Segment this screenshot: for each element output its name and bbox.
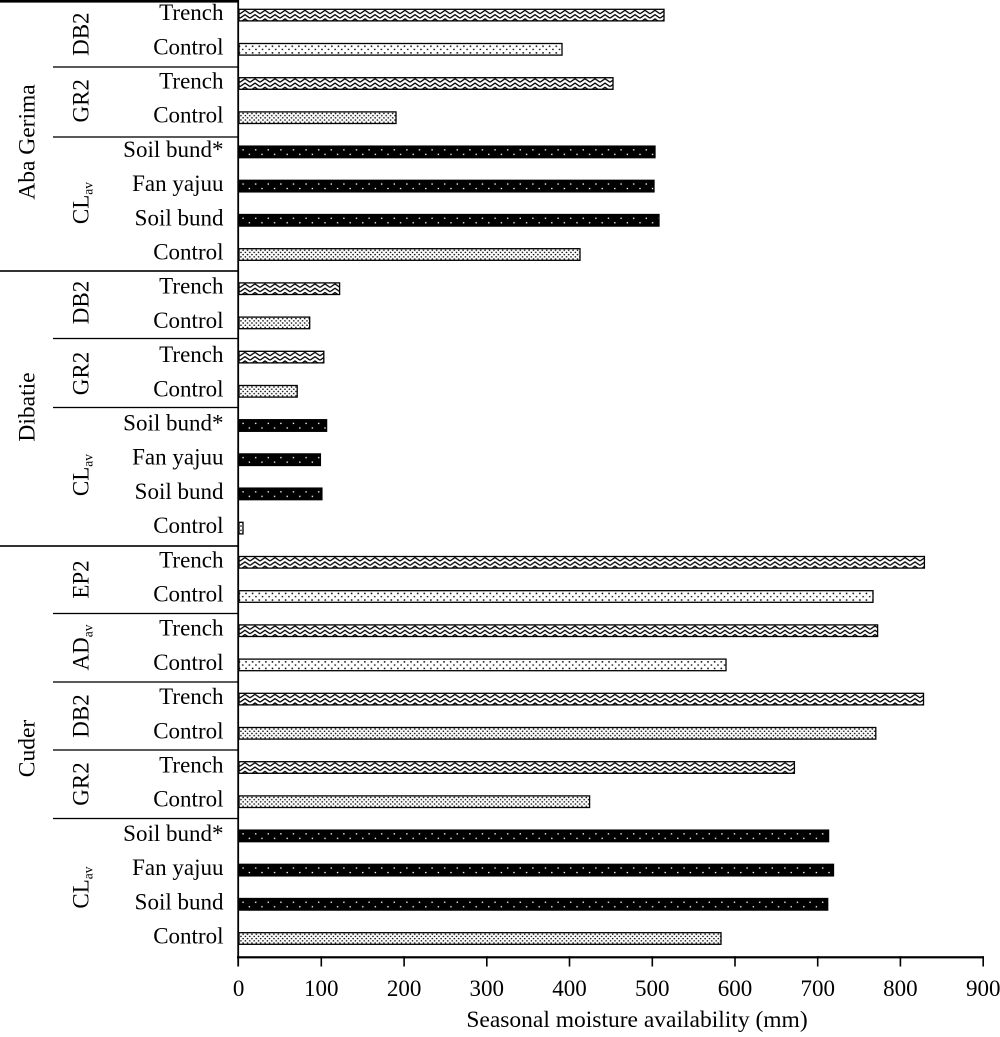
svg-text:Control: Control <box>153 34 223 59</box>
svg-text:Soil bund: Soil bund <box>135 889 224 914</box>
svg-text:Soil bund: Soil bund <box>135 479 224 504</box>
svg-text:Soil bund*: Soil bund* <box>123 821 223 846</box>
svg-text:Trench: Trench <box>159 684 224 709</box>
svg-text:Control: Control <box>153 650 223 675</box>
svg-text:500: 500 <box>635 976 670 1001</box>
svg-text:100: 100 <box>304 976 339 1001</box>
svg-text:Control: Control <box>153 582 223 607</box>
svg-text:Soil bund: Soil bund <box>135 205 224 230</box>
svg-text:GR2: GR2 <box>69 352 94 395</box>
svg-text:Control: Control <box>153 513 223 538</box>
svg-text:Control: Control <box>153 240 223 265</box>
svg-text:800: 800 <box>883 976 918 1001</box>
svg-text:Fan yajuu: Fan yajuu <box>132 171 224 196</box>
svg-text:Soil bund*: Soil bund* <box>123 137 223 162</box>
svg-text:Seasonal moisture availability: Seasonal moisture availability (mm) <box>466 1007 807 1033</box>
svg-text:GR2: GR2 <box>69 762 94 805</box>
svg-text:EP2: EP2 <box>69 560 94 598</box>
svg-text:Fan yajuu: Fan yajuu <box>132 855 224 880</box>
svg-text:Trench: Trench <box>159 342 224 367</box>
svg-text:GR2: GR2 <box>69 79 94 122</box>
svg-text:Aba Gerima: Aba Gerima <box>14 84 40 200</box>
svg-text:Soil bund*: Soil bund* <box>123 411 223 436</box>
svg-text:400: 400 <box>552 976 587 1001</box>
svg-text:Fan yajuu: Fan yajuu <box>132 445 224 470</box>
svg-text:300: 300 <box>470 976 505 1001</box>
svg-text:Trench: Trench <box>159 616 224 641</box>
svg-text:DB2: DB2 <box>69 694 94 737</box>
svg-text:Control: Control <box>153 924 223 949</box>
svg-text:CLav: CLav <box>69 866 96 908</box>
svg-text:900: 900 <box>966 976 1000 1001</box>
svg-text:0: 0 <box>233 976 245 1001</box>
svg-text:DB2: DB2 <box>69 281 94 324</box>
svg-text:200: 200 <box>387 976 422 1001</box>
svg-text:Control: Control <box>153 103 223 128</box>
svg-text:Control: Control <box>153 376 223 401</box>
svg-text:Trench: Trench <box>159 69 224 94</box>
svg-text:600: 600 <box>718 976 753 1001</box>
svg-text:Trench: Trench <box>159 547 224 572</box>
svg-text:Cuder: Cuder <box>14 720 40 778</box>
svg-text:Trench: Trench <box>159 0 224 25</box>
svg-text:DB2: DB2 <box>69 12 94 55</box>
svg-text:Control: Control <box>153 718 223 743</box>
svg-text:Dibatie: Dibatie <box>14 372 40 441</box>
svg-text:Control: Control <box>153 787 223 812</box>
svg-text:Trench: Trench <box>159 753 224 778</box>
svg-text:Trench: Trench <box>159 274 224 299</box>
svg-text:Control: Control <box>153 308 223 333</box>
svg-text:700: 700 <box>800 976 835 1001</box>
